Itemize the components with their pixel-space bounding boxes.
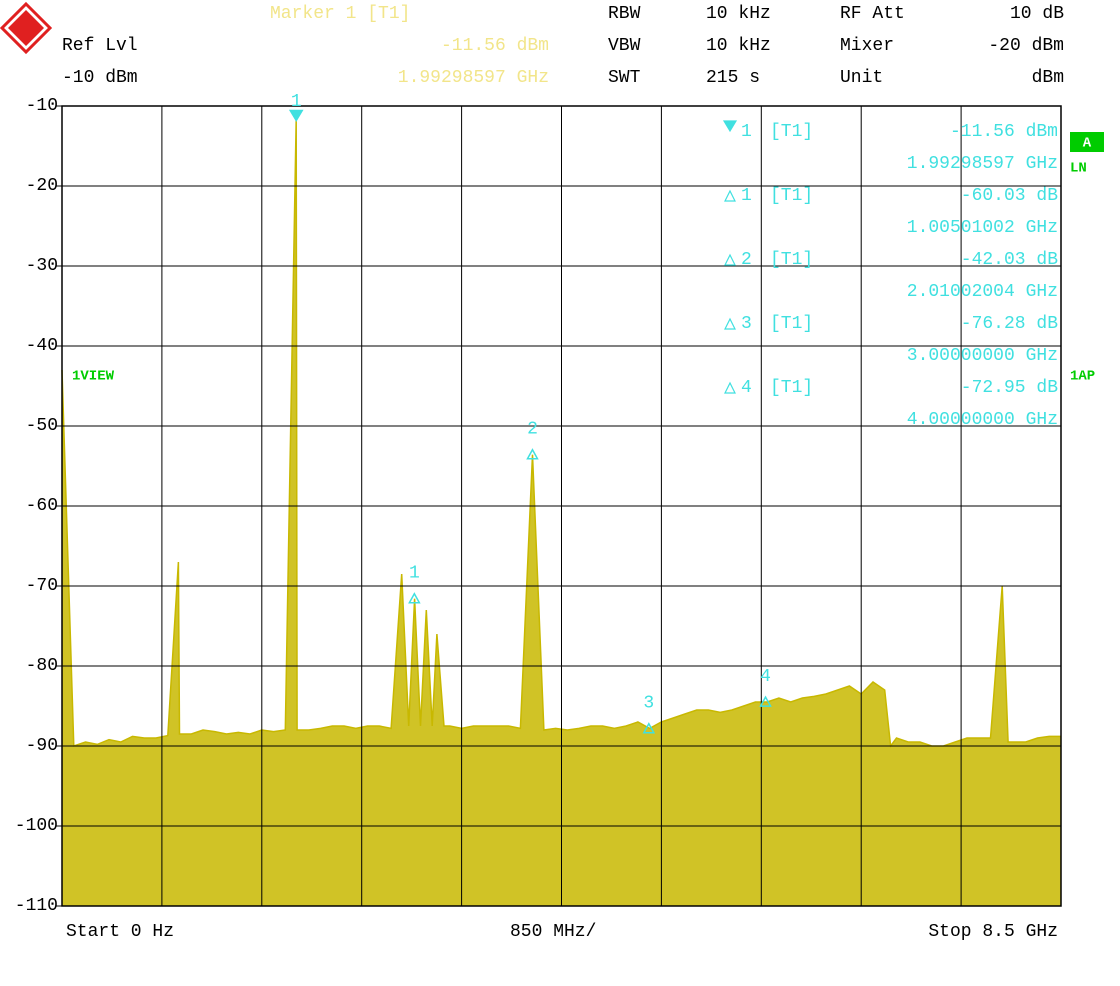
marker-title: Marker 1 [T1] (270, 4, 410, 24)
marker-freq: 1.99298597 GHz (398, 68, 549, 88)
y-tick-label: -100 (15, 816, 58, 836)
ln-label: LN (1070, 161, 1087, 177)
marker-level: -42.03 dB (961, 250, 1058, 270)
y-tick-label: -50 (26, 416, 58, 436)
vbw-value: 10 kHz (706, 36, 771, 56)
rf-att-label: RF Att (840, 4, 905, 24)
trace-a: A (1083, 136, 1092, 152)
marker-trace: [T1] (770, 378, 813, 398)
marker (526, 448, 539, 460)
marker-trace: [T1] (770, 314, 813, 334)
vbw-label: VBW (608, 36, 641, 56)
start-label: Start 0 Hz (66, 922, 174, 942)
trace-line (61, 118, 1061, 749)
marker-label: 4 (760, 667, 771, 687)
marker-symbol (724, 381, 736, 394)
y-tick-label: -40 (26, 336, 58, 356)
y-tick-label: -20 (26, 176, 58, 196)
marker-num: 1 (741, 186, 752, 206)
marker-symbol (724, 189, 736, 202)
y-tick-label: -80 (26, 656, 58, 676)
marker-label: 3 (643, 693, 654, 713)
swt-value: 215 s (706, 68, 760, 88)
marker-num: 2 (741, 250, 752, 270)
ref-lvl-value: -10 dBm (62, 68, 138, 88)
ap-label: 1AP (1070, 369, 1095, 385)
marker-freq: 2.01002004 GHz (907, 282, 1058, 302)
marker-level: -11.56 dBm (441, 36, 549, 56)
unit-value: dBm (1032, 68, 1064, 88)
marker (288, 109, 304, 122)
marker-num: 3 (741, 314, 752, 334)
marker-level: -72.95 dB (961, 378, 1058, 398)
span-label: 850 MHz/ (510, 922, 596, 942)
marker (759, 695, 772, 707)
marker-symbol (724, 317, 736, 330)
marker-freq: 3.00000000 GHz (907, 346, 1058, 366)
marker-freq: 1.99298597 GHz (907, 154, 1058, 174)
trace-fill (62, 118, 1061, 906)
marker-label: 2 (527, 419, 538, 439)
marker-label: 1 (409, 563, 420, 583)
marker-level: -76.28 dB (961, 314, 1058, 334)
marker-level: -11.56 dBm (950, 122, 1058, 142)
marker-freq: 4.00000000 GHz (907, 410, 1058, 430)
ref-lvl-label: Ref Lvl (62, 36, 138, 56)
y-tick-label: -90 (26, 736, 58, 756)
rbw-value: 10 kHz (706, 4, 771, 24)
y-tick-label: -110 (15, 896, 58, 916)
rf-att-value: 10 dB (1010, 4, 1064, 24)
y-tick-label: -70 (26, 576, 58, 596)
stop-label: Stop 8.5 GHz (928, 922, 1058, 942)
marker-table: 1 [T1] -11.56 dBm 1.99298597 GHz 1 [T1] -60.03… (722, 120, 1058, 430)
y-tick-label: -30 (26, 256, 58, 276)
trace-a-box (1070, 132, 1104, 152)
view-label: 1VIEW (72, 369, 115, 385)
marker-level: -60.03 dB (961, 186, 1058, 206)
unit-label: Unit (840, 68, 883, 88)
marker-symbol (724, 253, 736, 266)
marker-symbol (722, 120, 738, 133)
marker-num: 1 (741, 122, 752, 142)
marker-trace: [T1] (770, 250, 813, 270)
plot-frame (61, 105, 1062, 907)
marker-num: 4 (741, 378, 752, 398)
marker (642, 722, 656, 734)
marker-trace: [T1] (770, 122, 813, 142)
logo (0, 1, 53, 55)
rbw-label: RBW (608, 4, 641, 24)
marker-label: 1 (291, 92, 302, 112)
plot: -10 -20 -30 -40 -50 -60 -70 -80 -90 -100 -110 1 1 2 3 4 (15, 92, 1062, 916)
swt-label: SWT (608, 68, 641, 88)
mixer-value: -20 dBm (988, 36, 1064, 56)
y-tick-label: -10 (26, 96, 58, 116)
marker-trace: [T1] (770, 186, 813, 206)
marker-freq: 1.00501002 GHz (907, 218, 1058, 238)
y-tick-label: -60 (26, 496, 58, 516)
marker (408, 592, 421, 604)
mixer-label: Mixer (840, 36, 894, 56)
